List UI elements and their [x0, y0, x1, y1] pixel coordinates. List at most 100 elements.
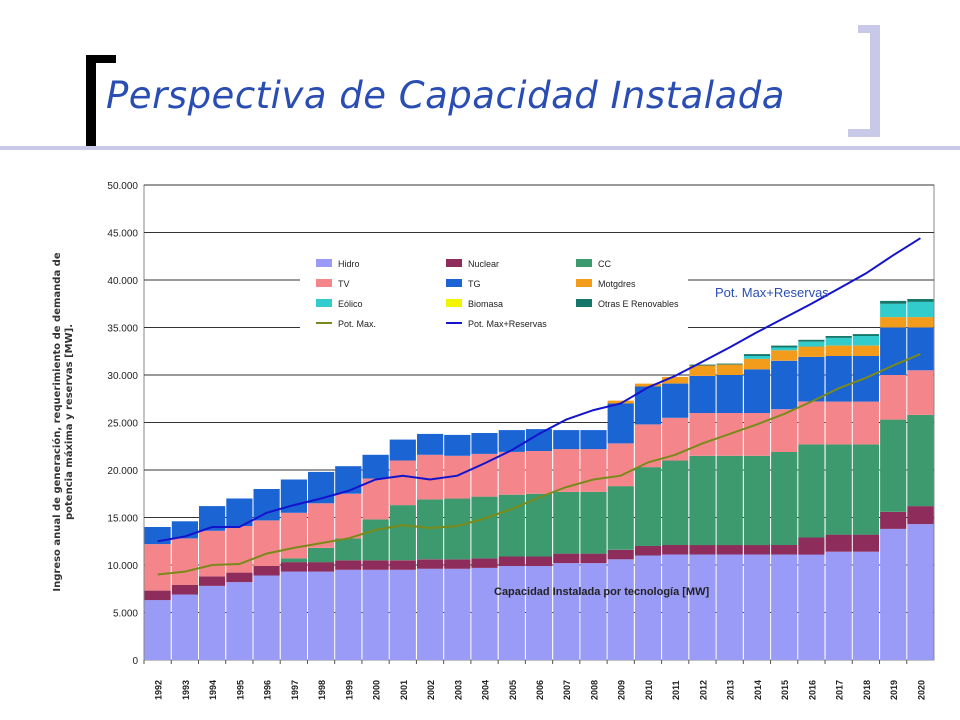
legend-swatch — [446, 299, 462, 307]
legend-label: Biomasa — [468, 299, 503, 309]
bar-segment — [689, 364, 716, 366]
title-bracket-left — [86, 55, 96, 149]
legend-swatch — [316, 279, 332, 287]
y-axis-title-line1: Ingreso anual de generación, requerimien… — [51, 252, 63, 591]
x-tick-label: 1994 — [208, 680, 218, 700]
bar-segment — [525, 566, 553, 660]
bar-segment — [417, 433, 444, 455]
bar-segment — [253, 566, 280, 576]
title-bracket-right — [870, 25, 880, 137]
y-tick-label: 20.000 — [107, 466, 138, 477]
bar-segment — [553, 430, 580, 450]
bar-segment — [743, 354, 771, 356]
bar-segment — [525, 556, 553, 566]
legend-swatch — [446, 279, 462, 287]
bar-segment — [362, 519, 389, 561]
bar-segment — [498, 451, 525, 495]
legend-swatch — [576, 299, 592, 307]
bar-segment — [907, 317, 934, 328]
bar-segment — [743, 545, 771, 555]
bar-segment — [716, 363, 743, 365]
x-tick-label: 2004 — [481, 680, 491, 700]
y-tick-label: 40.000 — [107, 276, 138, 287]
bar-segment — [335, 466, 362, 494]
bar-segment — [907, 327, 934, 371]
x-tick-label: 1997 — [290, 680, 300, 700]
bar-segment — [880, 303, 907, 318]
bar-segment — [825, 356, 852, 402]
bar-segment — [280, 562, 307, 572]
bar-segment — [798, 401, 825, 445]
x-tick-label: 2000 — [372, 680, 382, 700]
bar-segment — [362, 569, 389, 661]
x-tick-label: 1999 — [344, 680, 354, 700]
x-tick-label: 2017 — [835, 680, 845, 700]
bar-segment — [335, 569, 362, 661]
x-tick-label: 2003 — [453, 680, 463, 700]
bar-segment — [444, 434, 471, 456]
bar-segment — [798, 346, 825, 357]
bar-segment — [226, 572, 253, 583]
bar-segment — [498, 556, 525, 566]
bar-segment — [662, 554, 689, 660]
bar-segment — [280, 558, 307, 563]
legend: Hidro Nuclear CC TV TG Motgdres Eólico Biomasa O… — [300, 250, 688, 338]
line-pot-max- — [157, 353, 921, 576]
bar-segment — [308, 571, 335, 660]
bar-segment — [607, 559, 634, 660]
bar-segment — [498, 566, 525, 660]
bar-segment — [662, 383, 689, 418]
bar-segment — [880, 327, 907, 375]
line-pot-max-reservas — [157, 237, 921, 543]
title-bracket-left-top — [86, 55, 116, 63]
x-tick-label: 2018 — [862, 680, 872, 700]
x-tick-label: 1992 — [154, 680, 164, 700]
bar-segment — [280, 571, 307, 660]
bar-segment — [825, 551, 852, 660]
x-tick-label: 2011 — [671, 680, 681, 700]
bar-segment — [852, 534, 879, 552]
bar-segment — [171, 585, 198, 595]
bar-segment — [389, 560, 416, 570]
bar-segment — [852, 345, 879, 356]
bar-segment — [689, 413, 716, 456]
bar-segment — [553, 553, 580, 564]
bar-segment — [498, 430, 525, 452]
bar-segment — [689, 455, 716, 546]
x-tick-label: 2020 — [916, 680, 926, 700]
x-tick-label: 2002 — [426, 680, 436, 700]
bar-segment — [689, 545, 716, 555]
legend-label: Eólico — [338, 299, 363, 309]
x-tick-label: 2009 — [617, 680, 627, 700]
bar-segment — [798, 537, 825, 555]
x-tick-label: 1995 — [235, 680, 245, 700]
legend-swatch — [446, 259, 462, 267]
bar-segment — [471, 433, 498, 454]
bar-segment — [743, 413, 771, 456]
bar-segment — [308, 503, 335, 548]
bar-segment — [825, 534, 852, 552]
bar-segment — [525, 451, 553, 494]
title-bracket-right-bottom — [848, 129, 880, 137]
bar-segment — [662, 376, 689, 384]
bar-segment — [771, 451, 798, 545]
x-tick-label: 2008 — [590, 680, 600, 700]
bar-segment — [417, 499, 444, 560]
bar-series — [144, 299, 934, 661]
bar-segment — [852, 336, 879, 346]
bar-segment — [417, 568, 444, 660]
bar-segment — [417, 559, 444, 569]
bar-segment — [716, 364, 743, 375]
bar-segment — [825, 401, 852, 445]
bar-segment — [444, 498, 471, 560]
bar-segment — [199, 576, 226, 586]
bar-segment — [335, 538, 362, 561]
legend-label: Otras E Renovables — [598, 299, 679, 309]
bar-segment — [825, 337, 852, 346]
x-tick-label: 2006 — [535, 680, 545, 700]
bar-segment — [771, 347, 798, 351]
bar-segment — [852, 444, 879, 535]
bar-segment — [335, 493, 362, 539]
bar-segment — [580, 563, 607, 660]
